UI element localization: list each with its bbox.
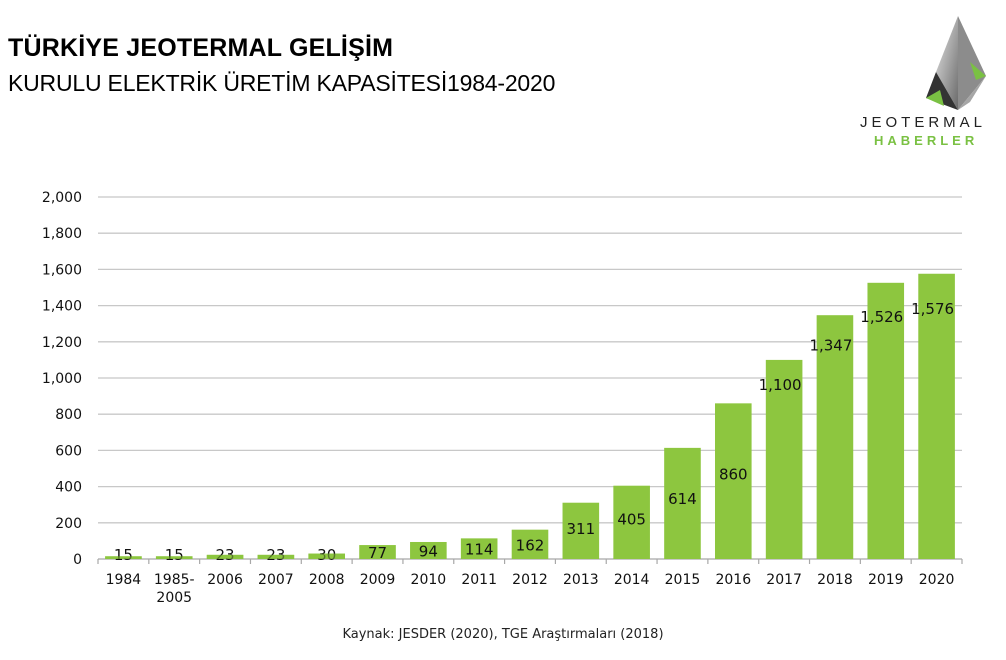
x-tick-label: 2018: [817, 572, 853, 588]
bar: [765, 359, 803, 559]
bar: [867, 282, 905, 559]
x-tick-label: 2011: [461, 572, 497, 588]
chart-subtitle: KURULU ELEKTRİK ÜRETİM KAPASİTESİ1984-20…: [8, 70, 556, 96]
x-tick-label: 2005: [156, 590, 192, 606]
bar: [562, 502, 600, 559]
bar: [918, 273, 955, 559]
bar-layer: [105, 273, 955, 559]
bar-overlay: [105, 556, 142, 559]
bar-overlay: [206, 554, 244, 559]
y-tick-label: 1,600: [42, 262, 82, 278]
x-tick-label: 1984: [106, 572, 142, 588]
label-layer: 0 200 400 600 800 1,000 1,200 1,400 1,600 1,800 2,…: [42, 190, 955, 606]
data-label: 15: [165, 546, 184, 564]
data-label: 162: [516, 536, 545, 554]
y-tick-label: 1,800: [42, 226, 82, 242]
data-label: 114: [465, 541, 494, 559]
x-tick-label: 2017: [766, 572, 802, 588]
data-label: 311: [567, 520, 596, 538]
y-tick-label: 1,200: [42, 335, 82, 351]
logo-name: JEOTERMAL: [860, 114, 987, 131]
x-tick-label: 2012: [512, 572, 548, 588]
x-tick-label: 2007: [258, 572, 294, 588]
bar: [359, 545, 396, 559]
chart-title: TÜRKİYE JEOTERMAL GELİŞİM: [8, 34, 394, 62]
y-tick-label: 2,000: [42, 190, 82, 206]
bar-overlay: [155, 556, 193, 559]
data-label: 1,526: [860, 308, 903, 326]
y-tick-label: 200: [55, 516, 82, 532]
bar: [664, 447, 701, 559]
x-tick-label: 2016: [715, 572, 751, 588]
bar-overlay: [308, 553, 346, 559]
x-tick-label: 2008: [309, 572, 345, 588]
bar: [714, 403, 752, 559]
bar-chart: 0 200 400 600 800 1,000 1,200 1,400 1,600 1,800 2,…: [42, 190, 963, 606]
data-label: 405: [617, 511, 646, 529]
source-note: Kaynak: JESDER (2020), TGE Araştırmaları…: [342, 627, 664, 642]
y-tick-label: 1,400: [42, 299, 82, 315]
y-tick-label: 1,000: [42, 371, 82, 387]
data-label: 614: [668, 490, 697, 508]
x-tick-label: 2019: [868, 572, 904, 588]
bar: [613, 485, 650, 559]
data-label: 860: [719, 465, 748, 483]
data-label: 1,347: [809, 336, 852, 354]
x-tick-label: 2010: [411, 572, 447, 588]
data-label: 1,100: [759, 376, 802, 394]
bar-overlay: [257, 554, 295, 559]
y-tick-label: 600: [55, 443, 82, 459]
x-tick-label: 2020: [919, 572, 955, 588]
x-tick-label: 2013: [563, 572, 599, 588]
bar: [410, 541, 447, 559]
data-label: 1,576: [911, 300, 954, 318]
bar: [816, 315, 854, 559]
x-tick-label: 1985-: [154, 572, 195, 588]
jeotermal-logo-icon: [926, 16, 986, 110]
x-tick-label: 2009: [360, 572, 396, 588]
logo-sub: HABERLER: [874, 133, 979, 148]
x-tick-label: 2015: [665, 572, 701, 588]
x-tick-label: 2006: [207, 572, 243, 588]
bar: [460, 538, 498, 559]
bar: [511, 529, 549, 559]
data-label: 15: [114, 546, 133, 564]
y-tick-label: 0: [73, 552, 82, 568]
y-tick-label: 800: [55, 407, 82, 423]
x-tick-label: 2014: [614, 572, 650, 588]
data-label: 94: [419, 542, 438, 560]
y-tick-label: 400: [55, 480, 82, 496]
data-label: 77: [368, 544, 387, 562]
